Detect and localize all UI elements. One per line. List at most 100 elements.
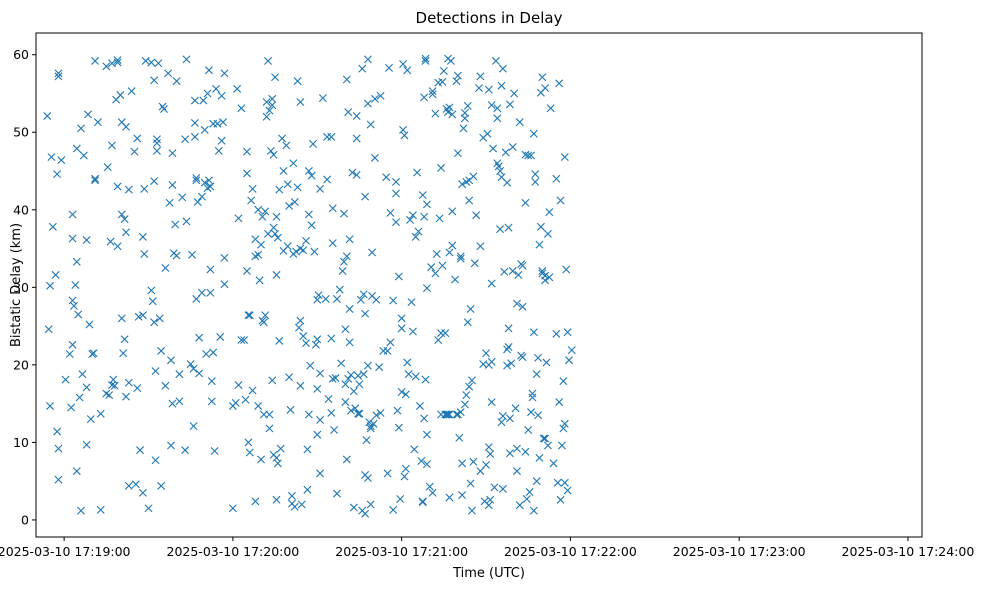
data-point [124,378,133,387]
data-point [420,93,429,102]
data-point [77,506,85,515]
data-point [422,460,431,469]
data-point [483,129,492,138]
data-point [432,249,441,258]
data-point [147,58,156,67]
data-point [406,215,415,224]
data-point [133,134,142,143]
data-point [265,410,274,419]
data-point [296,381,305,390]
data-point [313,430,322,439]
data-point [181,135,190,144]
data-point [240,336,249,345]
data-point [363,99,372,108]
data-point [68,296,77,305]
data-point [352,111,361,120]
chart-title: Detections in Delay [416,9,563,27]
data-point [316,369,325,378]
data-point [234,381,243,390]
data-point [197,288,206,297]
data-point [341,398,350,407]
data-point [82,383,91,392]
data-point [242,267,251,276]
data-point [120,335,129,344]
data-point [155,314,164,323]
data-point [361,509,370,518]
data-point [273,459,282,468]
data-point [354,409,363,418]
data-point [394,272,403,281]
data-point [233,84,242,93]
data-point [209,348,218,357]
data-point [372,411,381,420]
data-point [418,497,427,506]
data-point [292,247,301,256]
data-point [487,101,496,110]
data-point [189,422,198,431]
data-point [465,382,474,391]
data-point [140,249,149,258]
y-tick-label: 50 [13,125,29,140]
data-point [147,286,156,295]
data-point [345,235,354,244]
data-point [467,506,476,515]
data-point [529,129,538,138]
data-point [245,448,254,457]
data-point [127,87,136,96]
data-point [271,73,280,82]
data-point [136,446,145,455]
data-point [524,151,533,160]
data-point [282,141,291,150]
y-tick-label: 0 [21,512,29,527]
data-point [505,414,514,423]
data-point [72,257,81,266]
data-point [265,106,274,115]
data-point [445,410,454,419]
data-point [527,408,536,417]
data-point [138,311,147,320]
data-point [71,281,80,289]
data-point [342,252,351,261]
data-point [344,108,353,117]
data-point [199,96,208,105]
data-point [287,491,296,500]
data-point [273,233,282,242]
data-point [79,151,88,160]
data-point [466,479,475,488]
data-point [490,483,499,492]
data-point [175,397,184,406]
data-point [318,94,327,103]
data-point [493,104,502,113]
data-point [314,291,323,300]
data-point [359,290,368,299]
data-point [68,234,77,243]
data-point [237,336,246,345]
data-point [116,91,125,100]
data-point [386,338,395,347]
data-point [77,124,85,133]
data-point [237,104,246,113]
data-point [204,176,213,185]
data-point [297,500,306,509]
data-point [366,424,375,433]
data-point [397,314,406,323]
data-point [186,360,195,369]
data-point [220,280,229,289]
data-point [311,340,320,349]
data-point [157,481,166,490]
data-point [369,419,378,428]
y-tick-label: 30 [13,280,29,295]
data-point [505,100,514,109]
data-point [296,98,305,106]
data-point [206,182,215,191]
data-point [272,212,281,221]
data-point [370,153,379,162]
data-point [200,125,209,134]
data-point [531,177,540,186]
data-point [285,373,294,382]
data-point [113,182,122,191]
y-tick-label: 20 [13,357,29,372]
data-point [151,367,160,376]
data-point [453,149,462,158]
